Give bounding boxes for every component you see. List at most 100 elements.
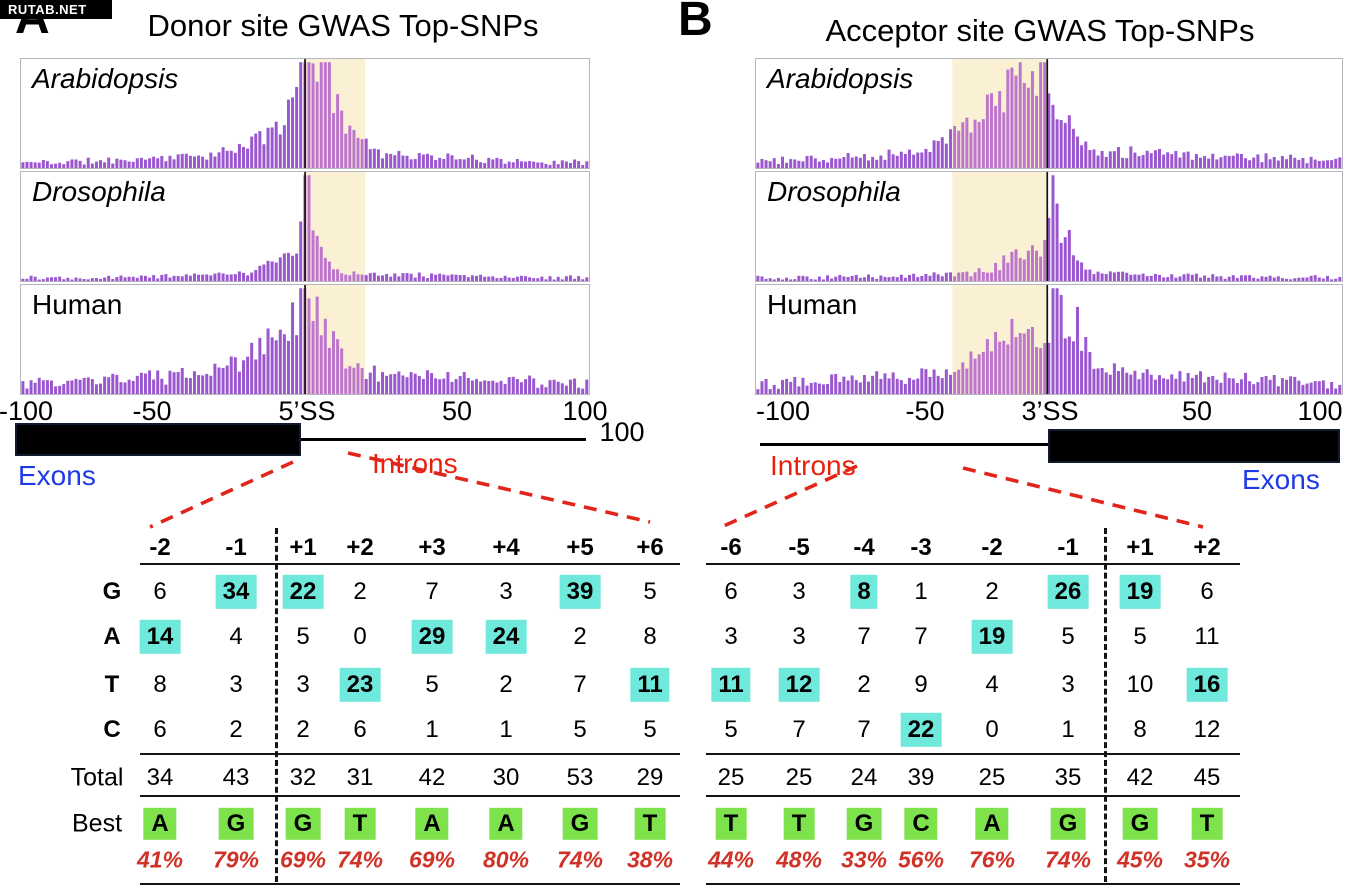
table-line-a-1	[140, 753, 680, 755]
cell-b-G--3: 1	[914, 577, 928, 605]
table-line-b-2	[706, 795, 1240, 797]
cell-b-T--1: 3	[1061, 670, 1075, 698]
splice-divider-a	[275, 528, 278, 882]
histogram-b-drosophila: Drosophila	[755, 171, 1343, 282]
introns-label-a: Introns	[372, 448, 458, 479]
species-label-arabidopsis: Arabidopsis	[32, 63, 179, 94]
best-a-+3: A	[415, 807, 449, 841]
intron-line-b	[760, 443, 1048, 446]
histogram-bars	[21, 172, 589, 281]
histogram-bars	[756, 172, 1342, 281]
species-label-arabidopsis: Arabidopsis	[767, 63, 914, 94]
cell-b-A-+1: 5	[1133, 622, 1147, 650]
cell-a-G-+4: 3	[499, 577, 513, 605]
row-label-G: G	[102, 577, 122, 605]
cell-b-A--3: 7	[914, 622, 928, 650]
cell-a-A--2: 14	[139, 619, 181, 655]
cell-b-A-+2: 11	[1194, 622, 1220, 650]
cell-b-G--2: 2	[985, 577, 999, 605]
header-a--2: -2	[149, 533, 171, 561]
header-b--2: -2	[981, 533, 1003, 561]
header-b--5: -5	[788, 533, 810, 561]
cell-a-C-+4: 1	[499, 715, 513, 743]
cell-b-A--1: 5	[1061, 622, 1075, 650]
axis-tick-b-0: -100	[755, 396, 811, 426]
cell-a-G-+3: 7	[425, 577, 439, 605]
total-b-+1: 42	[1126, 763, 1154, 791]
cell-a-G--1: 34	[215, 574, 257, 610]
panel-a-title: Donor site GWAS Top-SNPs	[147, 8, 539, 43]
pct-b-+1: 45%	[1116, 846, 1164, 873]
cell-a-G-+6: 5	[643, 577, 657, 605]
histogram-b-human: Human	[755, 284, 1343, 395]
pct-b-+2: 35%	[1183, 846, 1231, 873]
best-a--1: G	[218, 807, 254, 841]
axis-tick-a-2: 5’SS	[278, 396, 336, 426]
cell-a-A-+3: 29	[411, 619, 453, 655]
histogram-bars	[21, 285, 589, 394]
cell-a-A-+6: 8	[643, 622, 657, 650]
cell-a-T-+4: 2	[499, 670, 513, 698]
histogram-a-human: Human	[20, 284, 590, 395]
total-b-+2: 45	[1193, 763, 1221, 791]
pct-b--2: 76%	[968, 846, 1016, 873]
cell-a-C-+6: 5	[643, 715, 657, 743]
splice-site-line	[304, 172, 306, 281]
cell-b-A--4: 7	[857, 622, 871, 650]
total-a--1: 43	[222, 763, 250, 791]
cell-b-C--2: 0	[985, 715, 999, 743]
cell-a-T--1: 3	[229, 670, 243, 698]
best-a-+6: T	[634, 807, 666, 841]
watermark-text: RUTAB.NET	[8, 2, 87, 17]
pct-a-+6: 38%	[626, 846, 674, 873]
pct-b--3: 56%	[897, 846, 945, 873]
cell-a-A-+2: 0	[353, 622, 367, 650]
exon-bar-a	[15, 423, 301, 456]
total-b--2: 25	[978, 763, 1006, 791]
axis-tick-a-4: 100	[562, 396, 608, 426]
connector-line-a-left	[149, 460, 294, 529]
cell-b-C-+1: 8	[1133, 715, 1147, 743]
cell-a-C-+2: 6	[353, 715, 367, 743]
pct-b--6: 44%	[707, 846, 755, 873]
pct-a-+4: 80%	[482, 846, 530, 873]
cell-a-C-+1: 2	[296, 715, 310, 743]
splice-site-line	[304, 59, 306, 168]
cell-b-T--3: 9	[914, 670, 928, 698]
exons-label-b: Exons	[1242, 464, 1320, 495]
species-label-human: Human	[767, 289, 858, 320]
cell-a-T-+1: 3	[296, 670, 310, 698]
cell-b-G-+2: 6	[1200, 577, 1214, 605]
cell-b-G-+1: 19	[1119, 574, 1161, 610]
species-label-human: Human	[32, 289, 123, 320]
cell-b-C--5: 7	[792, 715, 806, 743]
cell-b-C--1: 1	[1061, 715, 1075, 743]
cell-b-T--2: 4	[985, 670, 999, 698]
total-a-+2: 31	[346, 763, 374, 791]
pct-a--2: 41%	[136, 846, 184, 873]
cell-a-T-+2: 23	[339, 667, 381, 703]
table-line-b-0	[706, 563, 1240, 565]
pct-b--4: 33%	[840, 846, 888, 873]
cell-a-C-+5: 5	[573, 715, 587, 743]
watermark-badge: RUTAB.NET	[0, 0, 112, 19]
cell-a-G-+5: 39	[559, 574, 601, 610]
total-b--3: 39	[907, 763, 935, 791]
best-a-+5: G	[562, 807, 598, 841]
total-a-+5: 53	[566, 763, 594, 791]
cell-a-T-+3: 5	[425, 670, 439, 698]
pct-a-+2: 74%	[336, 846, 384, 873]
highlight-band	[305, 172, 366, 281]
header-b--1: -1	[1057, 533, 1079, 561]
pct-a-+3: 69%	[408, 846, 456, 873]
histogram-a-arabidopsis: Arabidopsis	[20, 58, 590, 169]
cell-b-A--2: 19	[971, 619, 1013, 655]
total-b--4: 24	[850, 763, 878, 791]
row-label-T: T	[104, 670, 120, 698]
axis-tick-a-1: -50	[132, 396, 172, 426]
best-a-+1: G	[285, 807, 321, 841]
total-a-+6: 29	[636, 763, 664, 791]
pct-a-+5: 74%	[556, 846, 604, 873]
total-a-+4: 30	[492, 763, 520, 791]
best-a-+4: A	[489, 807, 523, 841]
